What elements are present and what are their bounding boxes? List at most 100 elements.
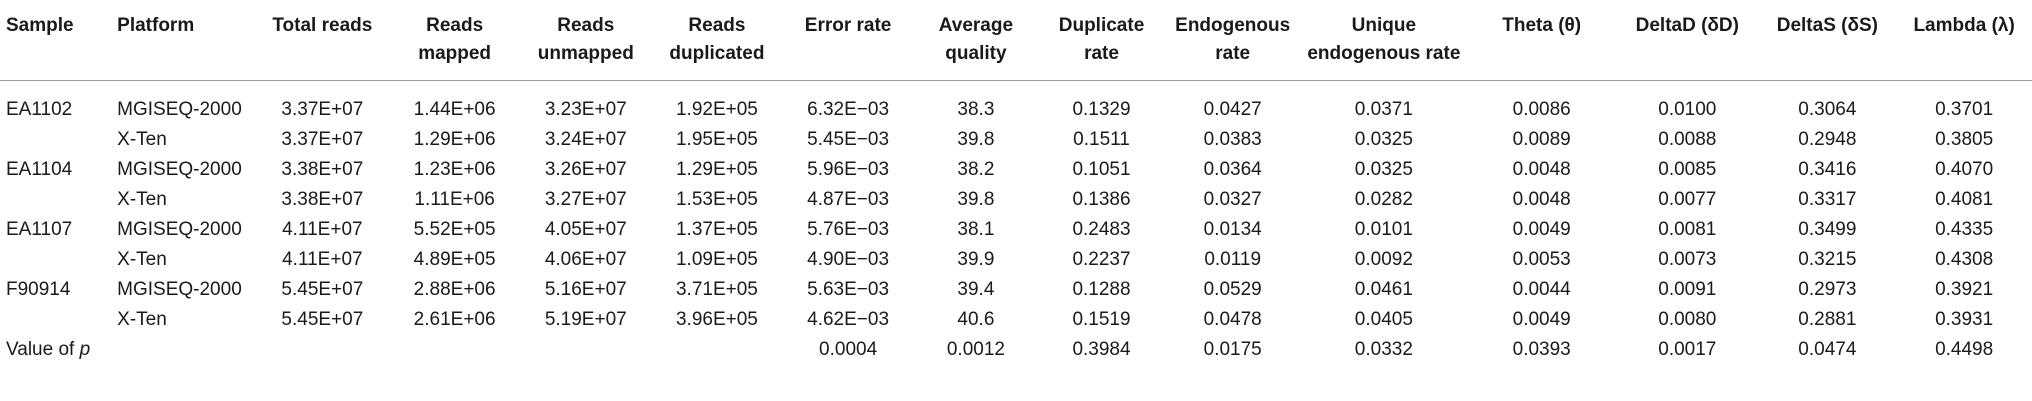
value-cell: 0.0073 — [1658, 249, 1717, 270]
value-cell: 4.11E+07 — [282, 219, 363, 240]
value-cell: 1.29E+05 — [675, 159, 758, 180]
value-cell: 1.92E+05 — [675, 99, 758, 120]
value-cell: 3.38E+07 — [281, 189, 364, 210]
value-cell: 0.4081 — [1935, 189, 1994, 210]
value-cell: 3.38E+07 — [281, 159, 364, 180]
value-cell: 0.0048 — [1512, 189, 1571, 210]
sample-cell — [0, 305, 111, 335]
pvalue-cell: 0.0332 — [1354, 339, 1413, 360]
value-cell: 4.11E+07 — [282, 249, 363, 270]
value-cell: 0.0091 — [1658, 279, 1717, 300]
value-cell: 3.37E+07 — [281, 99, 364, 120]
value-cell: 3.24E+07 — [544, 129, 627, 150]
column-header: Sample — [6, 15, 74, 36]
value-cell: 0.1288 — [1072, 279, 1131, 300]
value-cell: 0.3931 — [1935, 309, 1994, 330]
value-cell: 0.0405 — [1354, 309, 1413, 330]
value-cell: 5.45E+07 — [281, 309, 364, 330]
value-cell: 39.8 — [957, 129, 995, 150]
pvalue-cell — [256, 335, 389, 365]
value-cell: 3.27E+07 — [544, 189, 627, 210]
pvalue-cell: 0.4498 — [1935, 339, 1994, 360]
value-cell: 0.2881 — [1798, 309, 1857, 330]
value-cell: 4.90E−03 — [807, 249, 890, 270]
value-cell: 0.2237 — [1072, 249, 1131, 270]
column-header: Reads duplicated — [669, 15, 765, 64]
value-cell: 0.2948 — [1798, 129, 1857, 150]
table-row: EA1102 MGISEQ-2000 3.37E+07 1.44E+06 3.23E+0… — [0, 81, 2032, 126]
sample-cell — [0, 245, 111, 275]
value-cell: 0.4070 — [1935, 159, 1994, 180]
value-cell: 0.0119 — [1204, 249, 1262, 270]
value-cell: 40.6 — [957, 309, 995, 330]
value-cell: 0.0325 — [1354, 159, 1413, 180]
value-cell: 5.63E−03 — [807, 279, 890, 300]
table-row: X-Ten 4.11E+07 4.89E+05 4.06E+07 1.09E+05 4.9… — [0, 245, 2032, 275]
value-cell: 0.0383 — [1203, 129, 1262, 150]
table-row: X-Ten 3.37E+07 1.29E+06 3.24E+07 1.95E+05 5.4… — [0, 125, 2032, 155]
value-cell: 0.0049 — [1512, 219, 1571, 240]
value-cell: 1.37E+05 — [675, 219, 758, 240]
value-cell: 0.0044 — [1512, 279, 1571, 300]
value-cell: 0.0080 — [1658, 309, 1717, 330]
value-cell: 0.2973 — [1798, 279, 1857, 300]
value-cell: 5.19E+07 — [544, 309, 627, 330]
value-cell: 39.8 — [957, 189, 995, 210]
value-cell: 5.96E−03 — [807, 159, 890, 180]
value-cell: 0.0478 — [1203, 309, 1262, 330]
value-cell: 0.0077 — [1658, 189, 1717, 210]
value-cell: 0.4335 — [1935, 219, 1994, 240]
value-cell: 2.88E+06 — [413, 279, 496, 300]
sample-cell: EA1107 — [6, 219, 73, 240]
value-cell: 1.29E+06 — [413, 129, 496, 150]
value-cell: 5.45E+07 — [281, 279, 364, 300]
column-header: Error rate — [804, 15, 892, 36]
value-cell: 0.0364 — [1203, 159, 1262, 180]
value-cell: 0.0085 — [1658, 159, 1717, 180]
pvalue-cell: 0.0175 — [1203, 339, 1262, 360]
column-header: Lambda (λ) — [1913, 15, 2015, 36]
value-cell: 0.3921 — [1935, 279, 1994, 300]
value-cell: 0.0282 — [1354, 189, 1413, 210]
value-cell: 0.0100 — [1658, 99, 1717, 120]
pvalue-cell: 0.0393 — [1512, 339, 1571, 360]
pvalue-cell — [651, 335, 782, 365]
value-cell: 0.1519 — [1072, 309, 1131, 330]
value-cell: 0.3499 — [1798, 219, 1857, 240]
value-cell: 1.09E+05 — [675, 249, 758, 270]
pvalue-label-variable: p — [79, 339, 91, 360]
platform-cell: MGISEQ-2000 — [117, 219, 242, 240]
value-cell: 0.3215 — [1798, 249, 1857, 270]
pvalue-label: Value of p — [0, 335, 111, 365]
table-row: F90914 MGISEQ-2000 5.45E+07 2.88E+06 5.16E+0… — [0, 275, 2032, 305]
value-cell: 0.0086 — [1512, 99, 1571, 120]
value-cell: 1.53E+05 — [675, 189, 758, 210]
value-cell: 0.0327 — [1203, 189, 1262, 210]
pvalue-label-prefix: Value of — [6, 339, 80, 360]
column-header: DeltaD (δD) — [1635, 15, 1739, 36]
column-header: Average quality — [938, 15, 1014, 64]
value-cell: 4.62E−03 — [807, 309, 890, 330]
value-cell: 0.0529 — [1203, 279, 1262, 300]
table-row: EA1107 MGISEQ-2000 4.11E+07 5.52E+05 4.05E+0… — [0, 215, 2032, 245]
value-cell: 0.0048 — [1512, 159, 1571, 180]
value-cell: 4.06E+07 — [544, 249, 627, 270]
value-cell: 3.26E+07 — [544, 159, 627, 180]
pvalue-cell: 0.0012 — [946, 339, 1005, 360]
value-cell: 0.0101 — [1354, 219, 1413, 240]
value-cell: 0.0081 — [1658, 219, 1717, 240]
value-cell: 0.3805 — [1935, 129, 1994, 150]
pvalue-row: Value of p 0.0004 0.0012 0.3984 0.0175 0.0332… — [0, 335, 2032, 365]
column-header: Theta (θ) — [1502, 15, 1582, 36]
value-cell: 0.3317 — [1798, 189, 1857, 210]
value-cell: 0.0092 — [1354, 249, 1413, 270]
value-cell: 39.9 — [957, 249, 995, 270]
value-cell: 1.44E+06 — [413, 99, 496, 120]
column-header: Reads mapped — [418, 15, 492, 64]
value-cell: 3.37E+07 — [281, 129, 364, 150]
platform-cell: MGISEQ-2000 — [117, 159, 242, 180]
column-header: Reads unmapped — [537, 15, 634, 64]
sample-cell — [0, 185, 111, 215]
table-row: X-Ten 3.38E+07 1.11E+06 3.27E+07 1.53E+05 4.8… — [0, 185, 2032, 215]
platform-cell: X-Ten — [117, 309, 167, 330]
